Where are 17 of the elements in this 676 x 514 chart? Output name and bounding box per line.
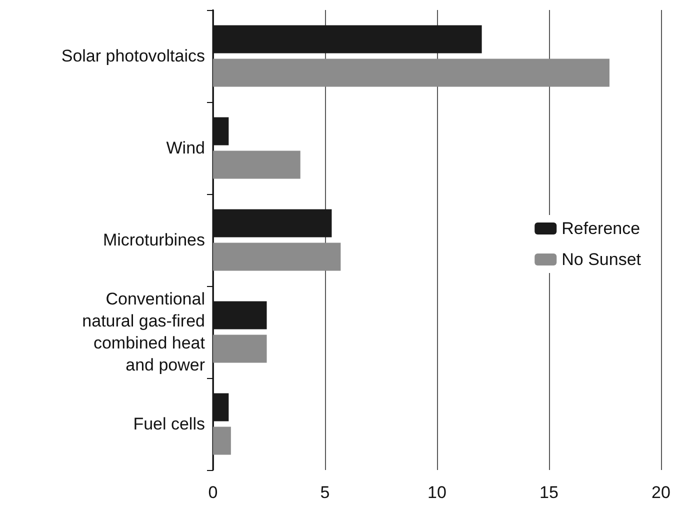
bar: [213, 334, 267, 363]
y-tick-label: Fuel cells: [133, 414, 205, 434]
x-tick-label: 0: [208, 483, 218, 502]
y-tick-label: Conventional natural gas-fired combined heat and power: [82, 290, 206, 374]
y-tick-label: Microturbines: [102, 230, 205, 250]
y-tick-label: Wind: [166, 138, 205, 158]
legend-label: No Sunset: [562, 250, 642, 269]
bar: [213, 242, 341, 271]
bar: [213, 150, 300, 179]
x-tick-label: 10: [428, 483, 446, 502]
y-tick-label: Solar photovoltaics: [61, 46, 205, 66]
bar: [213, 426, 231, 455]
legend-label: Reference: [562, 219, 640, 238]
x-tick-label: 20: [652, 483, 670, 502]
x-tick-label: 15: [540, 483, 558, 502]
x-tick-label: 5: [320, 483, 330, 502]
bar: [213, 58, 610, 87]
